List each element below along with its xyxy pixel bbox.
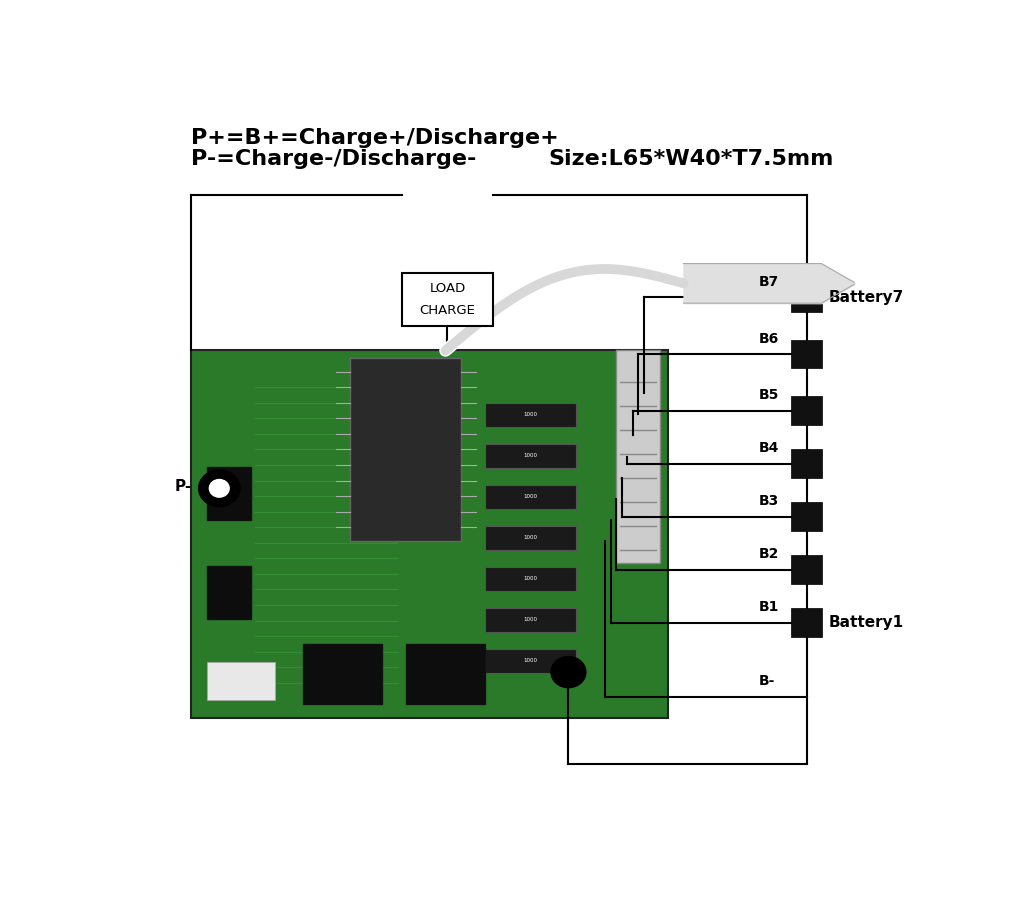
Circle shape [199, 470, 240, 507]
FancyBboxPatch shape [791, 397, 822, 425]
FancyBboxPatch shape [791, 450, 822, 477]
FancyBboxPatch shape [791, 609, 822, 637]
FancyBboxPatch shape [485, 608, 577, 632]
Circle shape [551, 656, 586, 688]
Text: 1000: 1000 [523, 617, 538, 621]
FancyBboxPatch shape [485, 526, 577, 550]
FancyBboxPatch shape [207, 467, 251, 521]
Text: B5: B5 [759, 388, 779, 402]
Text: B-: B- [759, 675, 775, 688]
Text: Battery1: Battery1 [828, 615, 904, 630]
Text: 1000: 1000 [523, 453, 538, 457]
Text: B1: B1 [759, 600, 779, 614]
Text: LOAD: LOAD [429, 282, 466, 296]
Text: B6: B6 [759, 331, 779, 345]
Circle shape [209, 479, 229, 498]
Text: 1000: 1000 [523, 576, 538, 580]
Text: Size:L65*W40*T7.5mm: Size:L65*W40*T7.5mm [549, 149, 834, 169]
Text: 1000: 1000 [523, 534, 538, 540]
Text: B3: B3 [759, 494, 779, 509]
FancyBboxPatch shape [791, 502, 822, 531]
Text: B7: B7 [759, 275, 779, 289]
FancyBboxPatch shape [207, 662, 274, 700]
FancyBboxPatch shape [303, 644, 382, 704]
Text: 1000: 1000 [523, 411, 538, 417]
Text: CHARGE: CHARGE [420, 305, 475, 318]
FancyBboxPatch shape [791, 555, 822, 584]
FancyBboxPatch shape [616, 351, 659, 563]
Text: B4: B4 [759, 442, 779, 455]
FancyBboxPatch shape [191, 351, 668, 718]
FancyBboxPatch shape [485, 566, 577, 591]
Text: P-: P- [175, 479, 193, 495]
FancyBboxPatch shape [350, 357, 462, 542]
FancyBboxPatch shape [485, 443, 577, 468]
Text: P+=B+=Charge+/Discharge+: P+=B+=Charge+/Discharge+ [191, 128, 559, 148]
Text: Battery7: Battery7 [828, 290, 904, 305]
Text: 1000: 1000 [523, 494, 538, 498]
FancyBboxPatch shape [406, 644, 485, 704]
Text: P-=Charge-/Discharge-: P-=Charge-/Discharge- [191, 149, 477, 169]
Text: B2: B2 [759, 547, 779, 561]
FancyBboxPatch shape [207, 566, 251, 619]
FancyBboxPatch shape [791, 284, 822, 311]
FancyBboxPatch shape [791, 340, 822, 368]
FancyBboxPatch shape [485, 403, 577, 427]
FancyBboxPatch shape [485, 485, 577, 509]
FancyBboxPatch shape [485, 649, 577, 673]
FancyBboxPatch shape [401, 273, 494, 326]
Text: 1000: 1000 [523, 657, 538, 663]
